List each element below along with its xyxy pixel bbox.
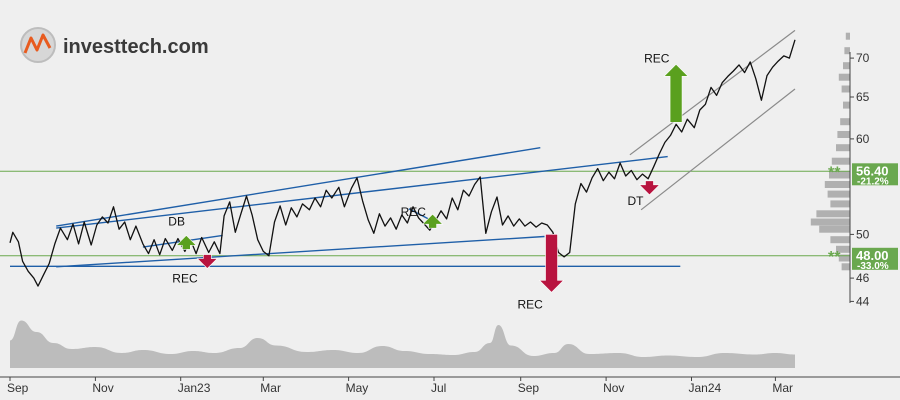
signal-label: REC bbox=[401, 205, 427, 219]
support-levels-layer: ** 56.40-21.2% ** 48.00-33.0% bbox=[0, 163, 898, 272]
support-level-marker-icon: ** bbox=[828, 249, 841, 266]
trend-line bbox=[56, 155, 668, 229]
x-tick-label: Jan23 bbox=[178, 381, 211, 395]
brand-logo: investtech.com bbox=[20, 27, 209, 63]
x-tick-label: Jul bbox=[431, 381, 446, 395]
level-value: 56.40 bbox=[856, 163, 889, 178]
logo-zigzag-icon bbox=[23, 33, 52, 54]
volume-profile-bar bbox=[837, 131, 850, 138]
volume-profile-bar bbox=[830, 236, 850, 244]
x-tick-label: Jan24 bbox=[689, 381, 722, 395]
volume-profile-bar bbox=[824, 181, 850, 188]
volume-layer bbox=[10, 320, 795, 368]
signal-label: DB bbox=[168, 214, 185, 228]
volume-profile-bar bbox=[816, 210, 850, 218]
volume-profile-bar bbox=[810, 218, 850, 226]
level-tag bbox=[852, 247, 898, 270]
signal-label: REC bbox=[644, 51, 670, 65]
signal-arrow bbox=[538, 234, 565, 293]
volume-profile-bar bbox=[838, 254, 850, 262]
buy-signal-arrow-icon: REC bbox=[644, 51, 689, 123]
volume-profile-bar bbox=[836, 144, 850, 152]
level-percent: -21.2% bbox=[857, 176, 889, 187]
price-line bbox=[9, 39, 796, 287]
channel-line bbox=[640, 88, 796, 211]
volume-profile-bar bbox=[843, 62, 850, 70]
volume-area bbox=[10, 320, 795, 368]
volume-profile-bar bbox=[819, 225, 850, 233]
buy-signal-arrow-icon: REC bbox=[401, 205, 444, 229]
signal-arrow bbox=[196, 254, 219, 269]
signal-label: REC bbox=[172, 272, 198, 286]
x-tick-label: Nov bbox=[603, 381, 624, 395]
x-tick-label: Sep bbox=[7, 381, 29, 395]
buy-signal-arrow-icon: DB bbox=[168, 214, 198, 250]
signal-label: DT bbox=[628, 194, 645, 208]
signals-layer: DB REC REC REC DT REC bbox=[168, 51, 689, 311]
signal-arrow bbox=[175, 235, 198, 250]
volume-profile-bar bbox=[836, 245, 850, 253]
trend-line bbox=[56, 235, 545, 268]
x-tick-label: Sep bbox=[518, 381, 540, 395]
signal-label: REC bbox=[518, 297, 544, 311]
volume-profile-bar bbox=[829, 171, 850, 179]
volume-profile-bar bbox=[841, 263, 850, 271]
sell-signal-arrow-icon: DT bbox=[628, 180, 661, 208]
trend-line bbox=[56, 147, 541, 227]
y-tick-label: 65 bbox=[856, 90, 870, 104]
volume-profile-bar bbox=[841, 85, 850, 93]
volume-profile-bar bbox=[843, 101, 850, 109]
sell-signal-arrow-icon: REC bbox=[518, 234, 565, 311]
x-tick-label: May bbox=[346, 381, 369, 395]
brand-name: investtech.com bbox=[63, 36, 209, 58]
signal-arrow bbox=[421, 213, 444, 229]
volume-profile-bar bbox=[840, 118, 850, 126]
signal-arrow bbox=[638, 180, 661, 196]
volume-profile-bar bbox=[844, 47, 850, 55]
y-tick-label: 70 bbox=[856, 51, 870, 65]
support-level-marker-icon: ** bbox=[828, 164, 841, 181]
volume-profile-bar bbox=[838, 73, 850, 81]
level-value: 48.00 bbox=[856, 248, 889, 263]
volume-profile-bar bbox=[831, 157, 850, 165]
volume-profile-layer bbox=[810, 32, 850, 271]
channel-line bbox=[629, 29, 796, 156]
price-layer bbox=[9, 39, 796, 287]
level-tag bbox=[852, 163, 898, 186]
y-tick-label: 46 bbox=[856, 271, 870, 285]
sell-signal-arrow-icon: REC bbox=[172, 254, 219, 286]
y-tick-label: 44 bbox=[856, 294, 870, 308]
x-tick-label: Mar bbox=[772, 381, 793, 395]
x-tick-label: Nov bbox=[92, 381, 113, 395]
signal-arrow bbox=[663, 63, 689, 123]
volume-profile-bar bbox=[845, 32, 850, 40]
volume-profile-bar bbox=[827, 190, 850, 198]
x-tick-label: Mar bbox=[260, 381, 281, 395]
level-percent: -33.0% bbox=[857, 261, 889, 272]
y-tick-label: 50 bbox=[856, 227, 870, 241]
axes-layer: 44 46 50 60 65 70 Sep Nov Jan23 Mar May Jul Sep Nov Ja… bbox=[0, 51, 900, 395]
volume-profile-bar bbox=[830, 200, 850, 208]
y-tick-label: 60 bbox=[856, 132, 870, 146]
